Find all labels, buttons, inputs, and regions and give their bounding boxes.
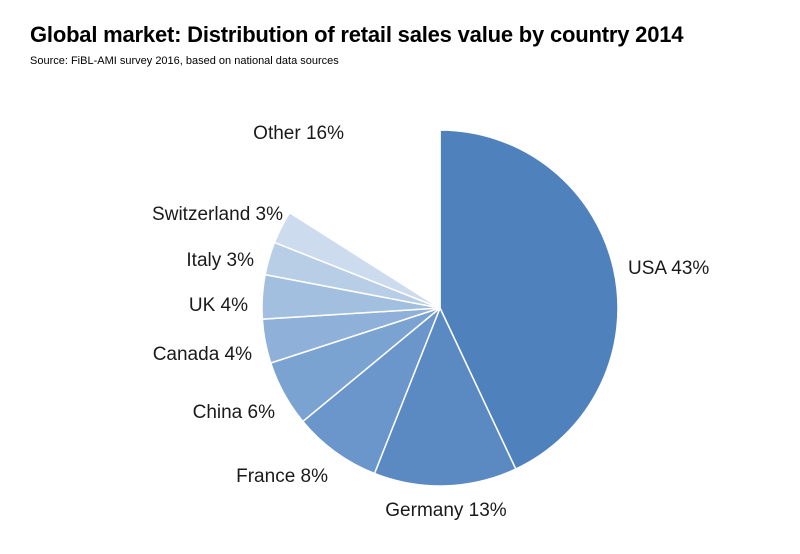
pie-label-4: Canada 4% xyxy=(153,344,252,365)
pie-slices xyxy=(261,129,619,487)
pie-slice-8 xyxy=(288,129,441,310)
pie-label-8: Other 16% xyxy=(253,123,344,144)
chart-title: Global market: Distribution of retail sa… xyxy=(30,22,684,47)
pie-label-3: China 6% xyxy=(193,402,275,423)
pie-label-6: Italy 3% xyxy=(186,250,254,271)
pie-label-5: UK 4% xyxy=(189,295,248,316)
pie-label-1: Germany 13% xyxy=(385,500,507,521)
pie-label-2: France 8% xyxy=(236,466,328,487)
pie-labels: USA 43% Germany 13% France 8% China 6% Canad… xyxy=(152,123,709,521)
pie-slice-0 xyxy=(439,129,619,471)
chart-subtitle: Source: FiBL-AMI survey 2016, based on n… xyxy=(30,55,339,67)
pie-label-7: Switzerland 3% xyxy=(152,204,283,225)
pie-slice-1 xyxy=(373,306,517,487)
pie-slice-2 xyxy=(301,307,441,475)
pie-label-0: USA 43% xyxy=(628,258,709,279)
